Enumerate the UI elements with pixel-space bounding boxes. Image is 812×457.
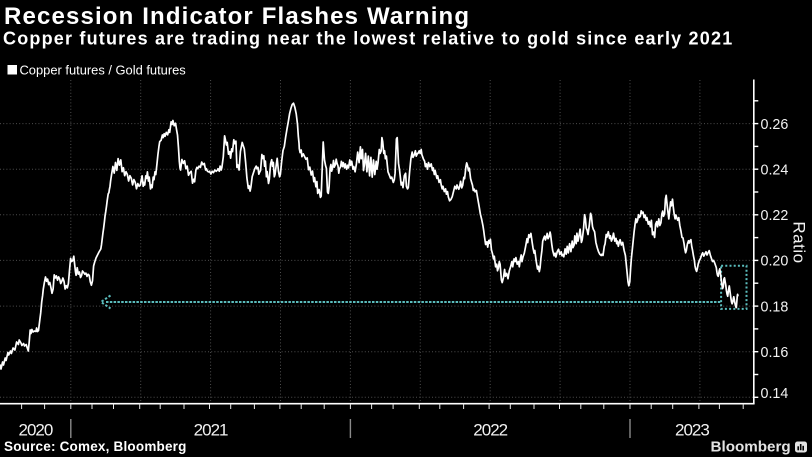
svg-text:Bloomberg: Bloomberg bbox=[711, 438, 791, 455]
svg-text:Copper futures are trading nea: Copper futures are trading near the lowe… bbox=[3, 28, 733, 48]
svg-text:0.16: 0.16 bbox=[761, 345, 789, 361]
svg-text:Copper futures / Gold futures: Copper futures / Gold futures bbox=[20, 63, 186, 78]
svg-text:2021: 2021 bbox=[194, 421, 228, 440]
svg-text:0.20: 0.20 bbox=[761, 254, 789, 270]
svg-text:0.22: 0.22 bbox=[761, 208, 789, 224]
svg-text:0.26: 0.26 bbox=[761, 117, 789, 133]
svg-text:0.18: 0.18 bbox=[761, 299, 789, 315]
svg-text:Source: Comex, Bloomberg: Source: Comex, Bloomberg bbox=[4, 439, 187, 454]
svg-text:2022: 2022 bbox=[473, 421, 507, 440]
svg-text:0.24: 0.24 bbox=[761, 162, 789, 178]
svg-text:2023: 2023 bbox=[675, 421, 709, 440]
svg-text:0.14: 0.14 bbox=[761, 386, 789, 402]
svg-text:2020: 2020 bbox=[18, 421, 52, 440]
svg-text:Ratio: Ratio bbox=[790, 221, 809, 263]
svg-text:Recession Indicator Flashes Wa: Recession Indicator Flashes Warning bbox=[4, 3, 470, 30]
